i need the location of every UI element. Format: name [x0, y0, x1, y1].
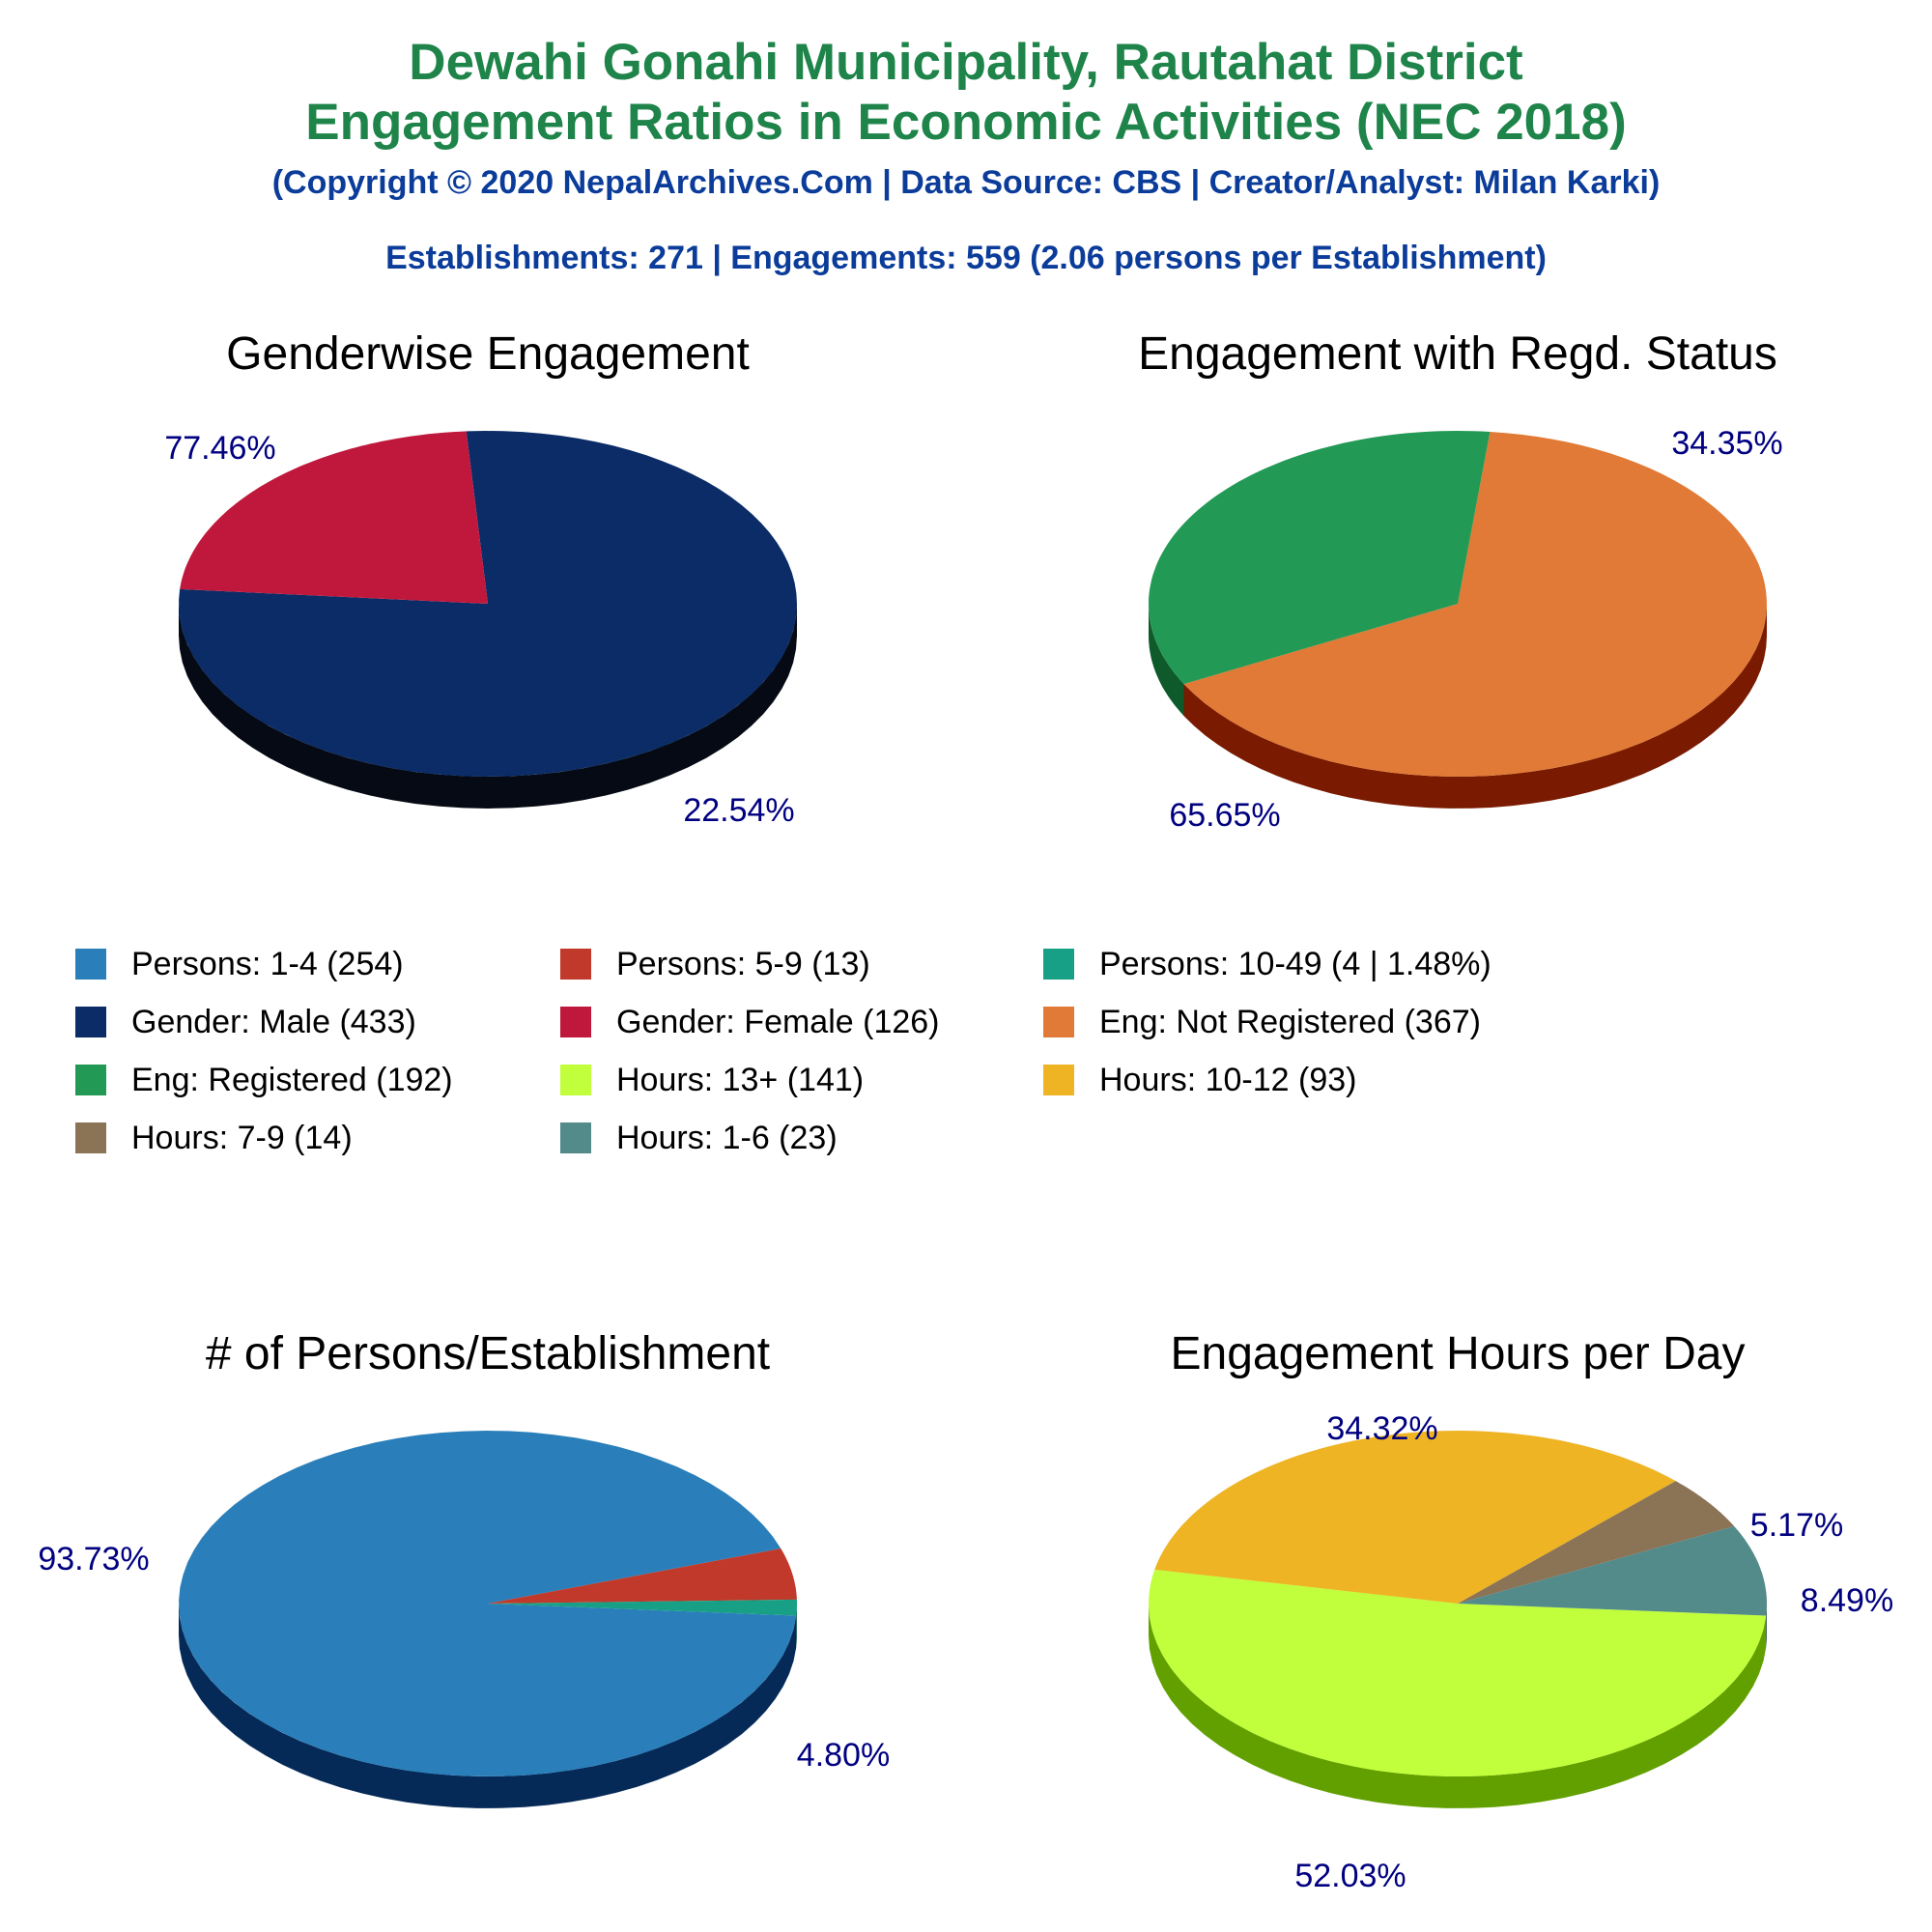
pie-side-wall	[179, 604, 797, 809]
pie-slice	[1154, 1431, 1676, 1604]
legend-item: Hours: 13+ (141)	[560, 1056, 864, 1104]
slice-percent-label: 77.46%	[164, 430, 275, 467]
pie-slice	[1183, 432, 1767, 777]
legend-swatch	[75, 1065, 106, 1095]
legend-label: Hours: 1-6 (23)	[616, 1119, 838, 1156]
legend-item: Hours: 7-9 (14)	[75, 1114, 353, 1162]
legend-swatch	[560, 949, 591, 980]
pie-chart: Engagement Hours per Day 52.03% 34.32% 5.17…	[1149, 1328, 1893, 1894]
legend-swatch	[1043, 949, 1074, 980]
pie-slice	[488, 1548, 797, 1604]
legend-label: Eng: Not Registered (367)	[1099, 1003, 1481, 1040]
slice-percent-label: 8.49%	[1801, 1582, 1893, 1619]
pie-side-wall	[1183, 604, 1767, 809]
pie-slice	[1149, 431, 1491, 685]
legend-label: Persons: 1-4 (254)	[131, 945, 404, 982]
pie-side-wall	[1149, 604, 1184, 717]
legend-label: Hours: 10-12 (93)	[1099, 1061, 1357, 1098]
chart-title: Dewahi Gonahi Municipality, Rautahat Dis…	[409, 34, 1523, 91]
slice-percent-label: 5.17%	[1750, 1507, 1843, 1544]
pie-chart: Engagement with Regd. Status 65.65% 34.35%	[1138, 328, 1783, 834]
legend-item: Hours: 1-6 (23)	[560, 1114, 838, 1162]
legend-item: Persons: 10-49 (4 | 1.48%)	[1043, 940, 1492, 988]
legend-label: Hours: 13+ (141)	[616, 1061, 865, 1098]
legend-swatch	[75, 949, 106, 980]
slice-percent-label: 93.73%	[38, 1541, 149, 1577]
pie-chart-title: Engagement Hours per Day	[1171, 1328, 1746, 1379]
legend-swatch	[1043, 1007, 1074, 1037]
slice-percent-label: 22.54%	[683, 792, 794, 829]
legend-label: Eng: Registered (192)	[131, 1061, 453, 1098]
legend-swatch	[75, 1007, 106, 1037]
legend-item: Hours: 10-12 (93)	[1043, 1056, 1356, 1104]
legend-item: Eng: Registered (192)	[75, 1056, 453, 1104]
slice-percent-label: 4.80%	[797, 1737, 890, 1774]
pie-side-wall	[796, 1604, 797, 1648]
pie-chart-title: Engagement with Regd. Status	[1138, 328, 1777, 380]
copyright-subtitle: (Copyright © 2020 NepalArchives.Com | Da…	[271, 164, 1661, 201]
pie-slice	[1458, 1481, 1735, 1604]
legend-item: Persons: 1-4 (254)	[75, 940, 404, 988]
legend-swatch	[75, 1122, 106, 1153]
legend-label: Gender: Female (126)	[616, 1003, 940, 1040]
legend-label: Hours: 7-9 (14)	[131, 1119, 353, 1156]
legend-label: Persons: 10-49 (4 | 1.48%)	[1099, 945, 1492, 982]
legend-label: Gender: Male (433)	[131, 1003, 416, 1040]
slice-percent-label: 34.32%	[1326, 1410, 1437, 1447]
pie-slice	[179, 1431, 797, 1776]
legend-item: Eng: Not Registered (367)	[1043, 998, 1481, 1046]
pie-chart: # of Persons/Establishment 93.73% 4.80%	[38, 1328, 890, 1808]
chart-title-line2: Engagement Ratios in Economic Activities…	[305, 94, 1627, 151]
legend-swatch	[560, 1065, 591, 1095]
slice-percent-label: 65.65%	[1169, 797, 1280, 834]
legend-item: Gender: Female (126)	[560, 998, 940, 1046]
pie-chart: Genderwise Engagement 77.46% 22.54%	[164, 328, 798, 829]
pie-slice	[488, 1599, 797, 1616]
legend-swatch	[560, 1122, 591, 1153]
slice-percent-label: 52.03%	[1294, 1858, 1406, 1894]
pie-side-wall	[1766, 1604, 1767, 1648]
pie-slice	[1458, 1526, 1767, 1616]
pie-slice	[179, 431, 798, 777]
legend-item: Gender: Male (433)	[75, 998, 416, 1046]
pie-side-wall	[1149, 1604, 1767, 1808]
pie-chart-title: # of Persons/Establishment	[206, 1328, 770, 1379]
summary-stats: Establishments: 271 | Engagements: 559 (…	[385, 240, 1547, 276]
slice-percent-label: 34.35%	[1671, 425, 1782, 462]
pie-chart-title: Genderwise Engagement	[226, 328, 750, 380]
legend-swatch	[560, 1007, 591, 1037]
pie-side-wall	[179, 1604, 797, 1808]
pie-slice	[1149, 1569, 1767, 1776]
legend-item: Persons: 5-9 (13)	[560, 940, 870, 988]
legend-label: Persons: 5-9 (13)	[616, 945, 870, 982]
legend-swatch	[1043, 1065, 1074, 1095]
pie-slice	[180, 431, 488, 604]
